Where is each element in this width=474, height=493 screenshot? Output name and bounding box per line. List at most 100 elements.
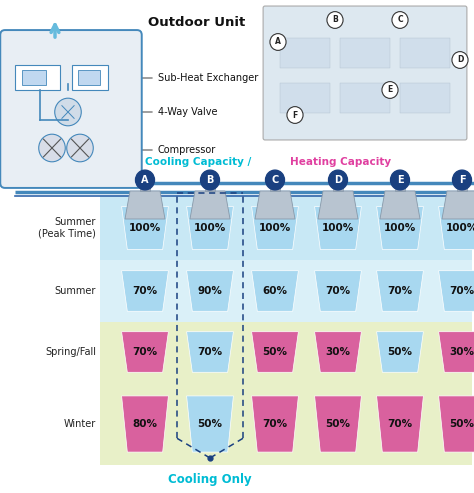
Polygon shape [252,271,299,311]
Polygon shape [318,191,358,219]
Bar [140,185,150,191]
Circle shape [201,170,219,190]
Bar [400,38,450,68]
Polygon shape [315,207,361,249]
Polygon shape [315,396,361,452]
Bar [22,70,46,85]
Circle shape [392,12,408,29]
Text: 70%: 70% [387,286,412,296]
Text: 70%: 70% [449,286,474,296]
Text: Compressor: Compressor [158,145,216,155]
Polygon shape [377,332,423,372]
Text: B: B [332,15,338,25]
FancyBboxPatch shape [263,6,467,140]
Text: 30%: 30% [449,347,474,357]
Text: D: D [457,56,463,65]
Text: A: A [141,175,149,185]
Text: E: E [397,175,403,185]
Text: 100%: 100% [384,223,416,233]
Text: F: F [292,110,298,119]
Text: D: D [334,175,342,185]
Text: 100%: 100% [194,223,226,233]
Polygon shape [380,191,420,219]
Polygon shape [122,207,168,249]
Circle shape [136,170,155,190]
Circle shape [382,82,398,99]
Bar [457,185,467,191]
Polygon shape [190,191,230,219]
Bar [280,38,330,68]
Polygon shape [438,396,474,452]
Text: 70%: 70% [198,347,223,357]
Bar [78,70,100,85]
Text: C: C [397,15,403,25]
Circle shape [287,106,303,123]
Text: 90%: 90% [198,286,222,296]
Polygon shape [252,207,299,249]
Text: 70%: 70% [263,419,288,429]
Bar [333,185,343,191]
Circle shape [55,98,81,126]
Bar [400,83,450,113]
Text: A: A [275,37,281,46]
Circle shape [39,134,65,162]
Text: Winter: Winter [64,419,96,429]
Bar [100,195,472,465]
Circle shape [452,52,468,69]
Text: Cooling Only: Cooling Only [168,473,252,487]
Bar [100,260,472,322]
Circle shape [265,170,284,190]
Bar [340,83,390,113]
Text: Cooling Capacity /: Cooling Capacity / [145,157,255,167]
Circle shape [67,134,93,162]
Polygon shape [187,396,233,452]
Polygon shape [122,396,168,452]
Polygon shape [438,332,474,372]
Text: 50%: 50% [388,347,412,357]
Polygon shape [255,191,295,219]
Text: Heating Capacity: Heating Capacity [290,157,391,167]
Polygon shape [377,271,423,311]
Polygon shape [122,271,168,311]
Text: 100%: 100% [446,223,474,233]
Text: 50%: 50% [263,347,288,357]
Polygon shape [377,396,423,452]
Polygon shape [187,271,233,311]
Text: Summer
(Peak Time): Summer (Peak Time) [38,217,96,239]
Text: 100%: 100% [322,223,354,233]
Polygon shape [377,207,423,249]
Text: Spring/Fall: Spring/Fall [45,347,96,357]
Text: 50%: 50% [326,419,350,429]
Text: Summer: Summer [55,286,96,296]
Text: 50%: 50% [198,419,222,429]
Bar [100,383,472,465]
Text: 100%: 100% [259,223,291,233]
Text: 50%: 50% [449,419,474,429]
Text: 70%: 70% [326,286,351,296]
Text: 30%: 30% [326,347,350,357]
Circle shape [270,34,286,50]
Text: 60%: 60% [263,286,288,296]
Bar [72,65,108,90]
Polygon shape [122,332,168,372]
Polygon shape [438,207,474,249]
Text: F: F [459,175,465,185]
Polygon shape [252,332,299,372]
Text: B: B [206,175,214,185]
Circle shape [453,170,472,190]
Text: 70%: 70% [132,347,157,357]
Text: C: C [272,175,279,185]
Bar [100,195,472,260]
Text: 4-Way Valve: 4-Way Valve [158,107,218,117]
Text: Outdoor Unit: Outdoor Unit [148,15,245,29]
Polygon shape [125,191,165,219]
Bar [340,38,390,68]
Bar [15,65,60,90]
Bar [205,185,215,191]
Bar [100,322,472,383]
Polygon shape [315,271,361,311]
Bar [395,185,405,191]
Polygon shape [315,332,361,372]
Polygon shape [252,396,299,452]
Circle shape [328,170,347,190]
